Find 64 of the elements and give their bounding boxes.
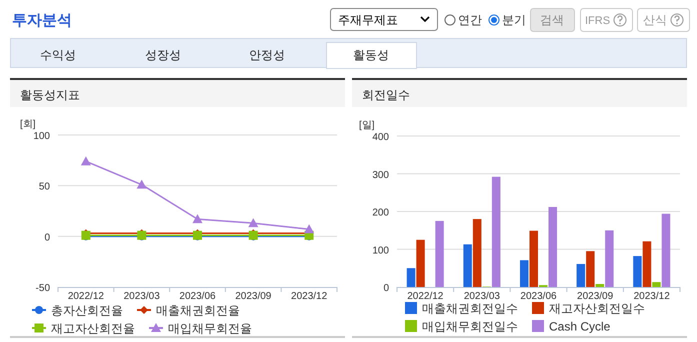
bar: [576, 264, 586, 287]
x-tick-label: 2022/12: [68, 291, 104, 302]
bar: [642, 241, 652, 287]
bar: [596, 284, 604, 287]
bar: [633, 256, 642, 287]
bar: [520, 260, 528, 287]
bar: [586, 251, 595, 287]
text: 활동성: [353, 48, 389, 62]
text: 주재무제표: [338, 13, 398, 27]
y-tick-label: 300: [372, 170, 390, 181]
bar: [463, 244, 472, 287]
bar: [416, 240, 425, 287]
legend-label: 총자산회전율: [51, 304, 123, 318]
x-tick-label: 2023/06: [520, 291, 558, 302]
bar: [529, 230, 538, 287]
bar: [435, 220, 444, 287]
y-tick-label: 0: [383, 283, 390, 294]
legend-label: 매출채권회전일수: [422, 302, 518, 316]
point: [80, 156, 91, 166]
x-tick-label: 2023/12: [291, 291, 328, 302]
bar: [492, 176, 500, 287]
point: [192, 214, 202, 224]
bar: [472, 219, 482, 287]
x-tick-label: 2023/09: [577, 291, 614, 302]
legend-label: 재고자산회전일수: [549, 302, 645, 316]
x-tick-label: 2023/03: [124, 291, 160, 302]
legend-label: 재고자산회전율: [51, 322, 135, 336]
chart-title: 활동성지표: [20, 88, 80, 102]
y-axis-title: [회]: [20, 119, 36, 130]
y-axis-title: [일]: [359, 120, 375, 131]
x-tick-label: 2023/03: [464, 291, 500, 302]
text: 투자분석: [12, 12, 72, 29]
text: 수익성: [40, 48, 76, 62]
y-tick-label: 100: [33, 131, 50, 142]
bar: [662, 214, 670, 287]
text: IFRS: [585, 15, 610, 27]
point: [248, 218, 258, 228]
legend-label: 매입채무회전율: [168, 322, 252, 336]
legend-label: 매출채권회전율: [156, 304, 240, 318]
legend-label: 매입채무회전일수: [422, 320, 518, 334]
text: 분기: [502, 13, 526, 27]
legend-label: Cash Cycle: [549, 320, 611, 334]
text: 검색: [540, 13, 564, 27]
bar: [652, 282, 661, 287]
x-tick-label: 2023/06: [179, 291, 216, 302]
point: [304, 224, 314, 234]
x-tick-label: 2023/12: [634, 291, 670, 302]
y-tick-label: 400: [372, 132, 390, 143]
y-tick-label: 200: [372, 208, 390, 218]
y-tick-label: -50: [36, 283, 50, 294]
y-tick-label: 50: [38, 182, 50, 193]
bar: [605, 230, 614, 287]
y-tick-label: 0: [44, 232, 50, 244]
y-tick-label: 100: [372, 245, 390, 256]
text: 성장성: [145, 48, 181, 62]
text: 연간: [458, 13, 482, 27]
text: 산식: [643, 13, 667, 27]
bar: [548, 206, 558, 287]
text: 안정성: [249, 48, 285, 62]
chart-title: 회전일수: [362, 88, 410, 102]
point: [136, 180, 147, 189]
bar: [406, 268, 416, 287]
x-tick-label: 2022/12: [407, 291, 444, 302]
x-tick-label: 2023/09: [235, 291, 272, 302]
